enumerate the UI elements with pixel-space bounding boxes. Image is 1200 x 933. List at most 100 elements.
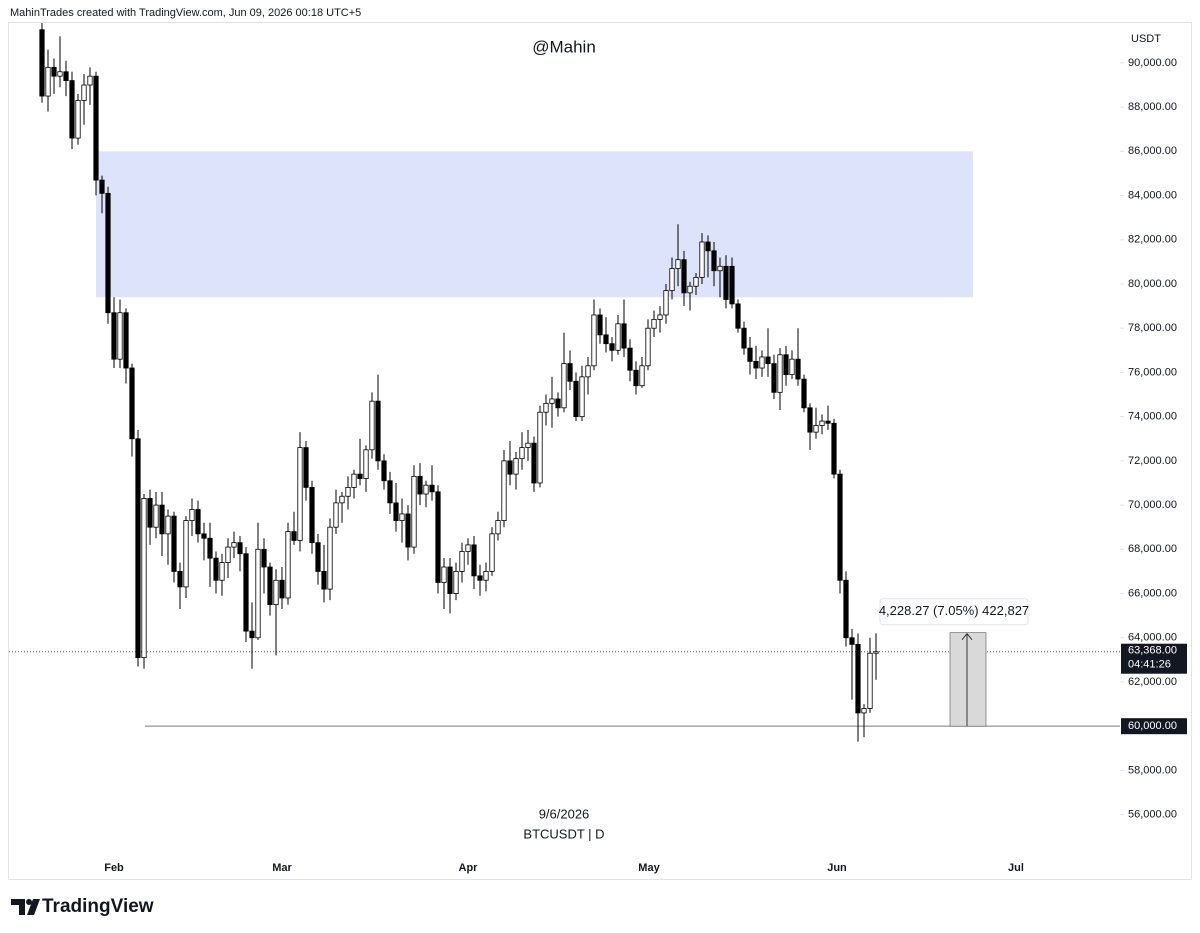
candle-body (801, 378, 807, 409)
y-tick-label: 76,000.00 (1128, 366, 1177, 378)
logo-dot (26, 899, 32, 905)
y-tick-label: 64,000.00 (1128, 632, 1177, 644)
date-label: 9/6/2026 (539, 806, 590, 821)
candle-body (837, 473, 843, 581)
candle-body (669, 268, 675, 292)
y-tick-label: 66,000.00 (1128, 587, 1177, 599)
candle-body (393, 502, 399, 521)
candle-body (63, 71, 69, 81)
candle-body (81, 84, 87, 101)
candle-body (789, 358, 795, 376)
candle-body (639, 365, 645, 387)
candle-body (597, 314, 603, 336)
candle-body (141, 498, 147, 659)
watermark: @Mahin (532, 37, 596, 56)
candle-body (369, 400, 375, 451)
candle-body (411, 475, 417, 548)
candle-body (543, 402, 549, 413)
candle-body (357, 473, 363, 479)
candle-body (663, 290, 669, 316)
candle-body (537, 411, 543, 484)
candle-body (375, 400, 381, 462)
candle-body (261, 548, 267, 568)
candle-body (363, 449, 369, 479)
candle-body (849, 637, 855, 645)
candle-body (633, 369, 639, 387)
candle-body (777, 354, 783, 393)
candle-body (657, 314, 663, 320)
supply-zone (96, 151, 973, 298)
candle-body (693, 276, 699, 287)
candle-body (855, 643, 861, 714)
currency-label: USDT (1131, 33, 1161, 45)
x-tick-label: Jul (1008, 862, 1024, 874)
candle-body (225, 546, 231, 563)
candle-body (387, 480, 393, 504)
candle-body (675, 259, 681, 269)
candle-body (483, 571, 489, 581)
candle-body (651, 318, 657, 329)
candle-body (285, 531, 291, 599)
candle-body (561, 363, 567, 409)
x-tick-label: Jun (827, 862, 847, 874)
x-tick-label: Mar (272, 862, 292, 874)
candle-body (111, 312, 117, 360)
level-label-box (1121, 718, 1187, 735)
candle-body (783, 354, 789, 376)
candle-body (741, 327, 747, 349)
candle-body (57, 71, 63, 77)
candle-body (45, 66, 51, 97)
symbol-label: BTCUSDT | D (523, 826, 604, 841)
candle-body (429, 484, 435, 493)
candle-body (327, 526, 333, 590)
candle-body (573, 380, 579, 418)
candle-body (753, 360, 759, 369)
y-tick-label: 80,000.00 (1128, 278, 1177, 290)
candle-body (345, 487, 351, 497)
candle-body (585, 365, 591, 378)
candle-body (273, 579, 279, 605)
candle-body (507, 460, 513, 475)
candle-body (843, 579, 849, 639)
plot-area (9, 23, 1120, 742)
y-tick-label: 58,000.00 (1128, 764, 1177, 776)
candle-body (513, 458, 519, 475)
candle-body (213, 557, 219, 581)
measure-arrowhead (961, 632, 973, 641)
candle-body (465, 544, 471, 552)
candle-body (519, 447, 525, 460)
candle-body (579, 376, 585, 418)
candle-body (351, 473, 357, 488)
candle-body (747, 347, 753, 362)
candle-body (459, 551, 465, 572)
candle-body (831, 422, 837, 475)
x-tick-label: May (638, 862, 660, 874)
candle-body (729, 265, 735, 305)
candle-body (117, 312, 123, 360)
candle-body (687, 285, 693, 294)
candle-body (825, 420, 831, 424)
logo-mark (11, 899, 40, 915)
candle-body (123, 312, 129, 369)
candle-body (549, 398, 555, 404)
candle-body (171, 515, 177, 572)
candle-body (279, 579, 285, 599)
candle-body (159, 504, 165, 535)
candle-body (735, 303, 741, 329)
candle-body (381, 460, 387, 482)
candle-body (399, 513, 405, 521)
candle-body (315, 542, 321, 572)
candle-body (699, 241, 705, 278)
candle-body (267, 566, 273, 605)
y-tick-label: 78,000.00 (1128, 322, 1177, 334)
candle-body (813, 425, 819, 433)
y-tick-label: 56,000.00 (1128, 809, 1177, 821)
candle-body (531, 442, 537, 484)
candle-body (711, 250, 717, 272)
candle-body (873, 651, 879, 654)
y-tick-label: 72,000.00 (1128, 455, 1177, 467)
candle-body (765, 356, 771, 364)
candle-body (165, 515, 171, 535)
candle-body (423, 484, 429, 495)
